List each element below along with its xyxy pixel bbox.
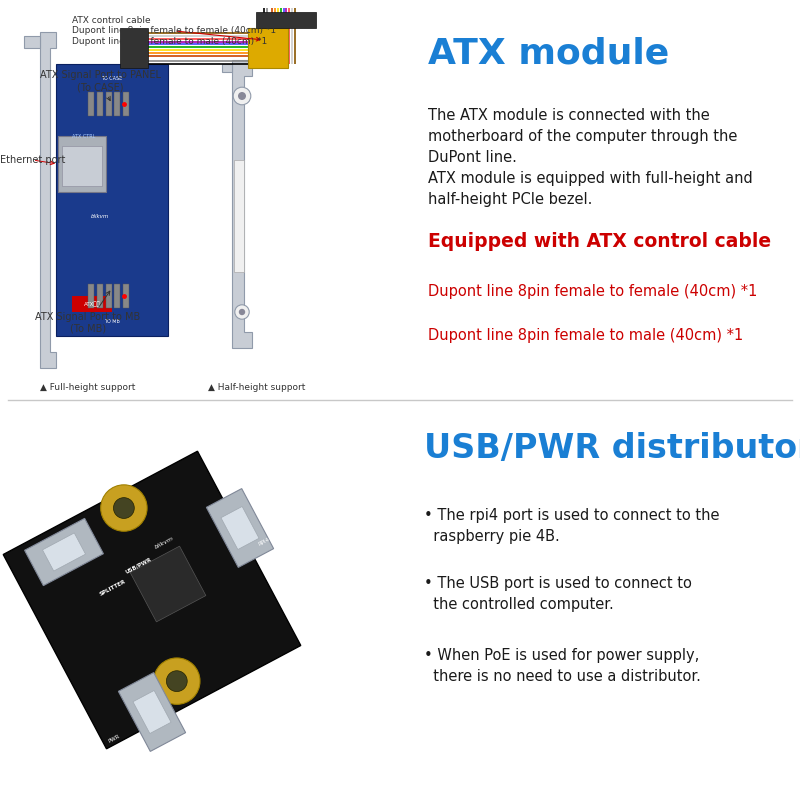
Polygon shape [24, 36, 40, 48]
Circle shape [166, 670, 187, 691]
Text: RPI4: RPI4 [258, 537, 271, 547]
Polygon shape [133, 690, 171, 734]
FancyBboxPatch shape [56, 64, 168, 336]
Polygon shape [232, 60, 252, 348]
Text: USB/PWR distributor: USB/PWR distributor [424, 432, 800, 465]
Text: TO MB: TO MB [104, 319, 120, 324]
FancyBboxPatch shape [114, 92, 121, 116]
Text: ATX module: ATX module [428, 36, 670, 70]
Text: The ATX module is connected with the
motherboard of the computer through the
DuP: The ATX module is connected with the mot… [428, 108, 753, 207]
Polygon shape [206, 489, 274, 567]
Circle shape [101, 485, 147, 531]
Text: ATX模块: ATX模块 [83, 302, 101, 306]
Text: blikvm: blikvm [154, 536, 174, 550]
Text: Dupont line 8pin female to female (40cm) *1: Dupont line 8pin female to female (40cm)… [428, 284, 758, 299]
FancyBboxPatch shape [88, 284, 94, 308]
FancyBboxPatch shape [248, 28, 288, 68]
Circle shape [154, 658, 200, 704]
Text: Equipped with ATX control cable: Equipped with ATX control cable [428, 232, 771, 251]
Circle shape [239, 309, 245, 315]
FancyBboxPatch shape [88, 92, 94, 116]
Text: USB/PWR: USB/PWR [125, 557, 153, 574]
FancyBboxPatch shape [123, 284, 130, 308]
FancyBboxPatch shape [97, 92, 102, 116]
Circle shape [235, 305, 250, 319]
FancyBboxPatch shape [256, 12, 316, 28]
Text: ATX control cable
Dupont line 8pin female to female (40cm) *1
Dupont line 8pin f: ATX control cable Dupont line 8pin femal… [72, 16, 276, 46]
Circle shape [238, 92, 246, 100]
Text: • The rpi4 port is used to connect to the
  raspberry pie 4B.: • The rpi4 port is used to connect to th… [424, 508, 719, 544]
Text: ▲ Full-height support: ▲ Full-height support [40, 383, 135, 393]
Polygon shape [118, 673, 186, 751]
Text: • When PoE is used for power supply,
  there is no need to use a distributor.: • When PoE is used for power supply, the… [424, 648, 701, 684]
Polygon shape [3, 451, 301, 749]
Text: blikvm: blikvm [91, 214, 109, 218]
FancyBboxPatch shape [234, 160, 244, 272]
Text: SPLITTER: SPLITTER [99, 579, 127, 598]
Circle shape [234, 87, 251, 105]
FancyBboxPatch shape [114, 284, 121, 308]
FancyBboxPatch shape [97, 284, 102, 308]
Text: ATX CTRL: ATX CTRL [72, 134, 95, 138]
FancyBboxPatch shape [106, 92, 112, 116]
FancyBboxPatch shape [106, 284, 112, 308]
FancyBboxPatch shape [72, 296, 112, 312]
Text: Ethernet port: Ethernet port [0, 155, 66, 165]
Text: • The USB port is used to connect to
  the controlled computer.: • The USB port is used to connect to the… [424, 576, 692, 612]
FancyBboxPatch shape [120, 28, 148, 68]
Text: ATX Signal Port to PANEL
(To CASE): ATX Signal Port to PANEL (To CASE) [39, 70, 161, 101]
Text: PWR: PWR [108, 734, 122, 744]
FancyBboxPatch shape [58, 136, 106, 192]
Text: ▲ Half-height support: ▲ Half-height support [208, 383, 306, 393]
Circle shape [114, 498, 134, 518]
Polygon shape [221, 506, 259, 550]
Text: TO CASE: TO CASE [102, 76, 122, 81]
Polygon shape [42, 533, 86, 571]
Polygon shape [40, 32, 56, 368]
FancyBboxPatch shape [62, 146, 102, 186]
FancyBboxPatch shape [123, 92, 130, 116]
Polygon shape [25, 518, 103, 586]
Text: ATX Signal Port to MB
(To MB): ATX Signal Port to MB (To MB) [35, 291, 141, 334]
Polygon shape [130, 546, 206, 622]
Text: Dupont line 8pin female to male (40cm) *1: Dupont line 8pin female to male (40cm) *… [428, 328, 743, 343]
Polygon shape [222, 64, 232, 72]
Text: USB: USB [90, 464, 99, 476]
